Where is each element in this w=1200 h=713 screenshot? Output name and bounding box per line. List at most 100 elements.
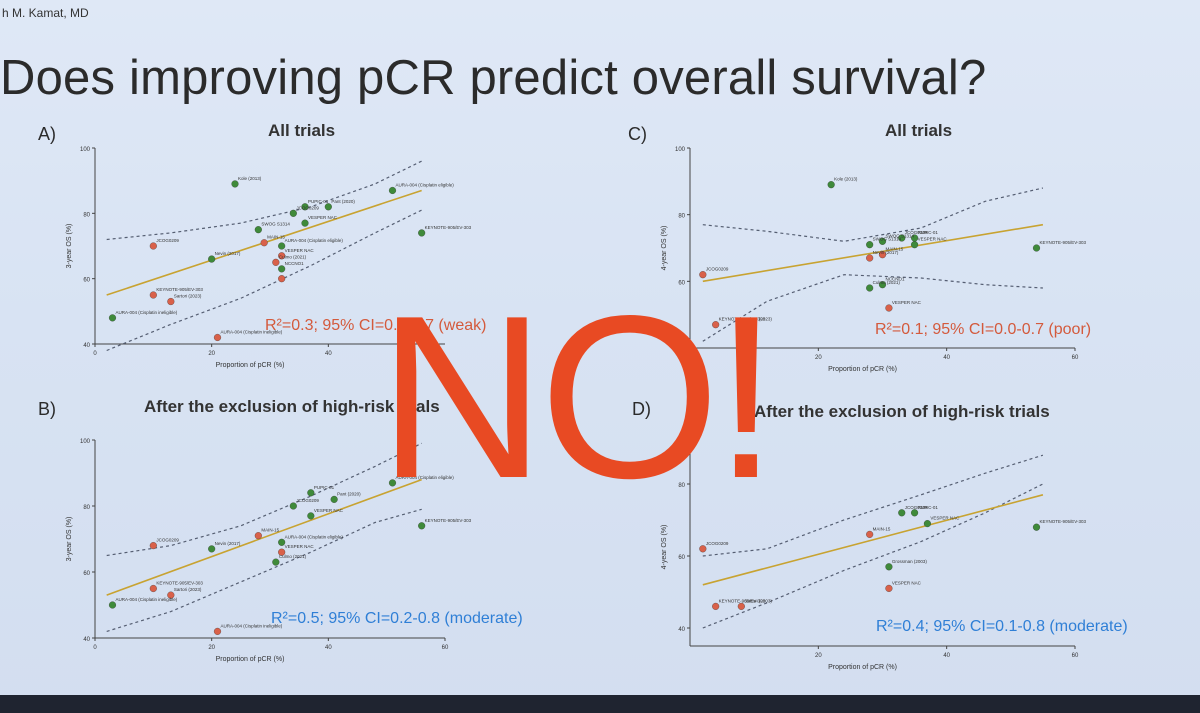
slide-author: h M. Kamat, MD: [2, 6, 89, 20]
regression-line: [106, 478, 422, 596]
y-tick-label: 60: [678, 280, 685, 286]
y-tick-label: 100: [80, 147, 91, 153]
data-point: [167, 591, 175, 599]
data-point-label: JCOG0209: [156, 238, 179, 243]
panel-a-letter: A): [38, 124, 56, 144]
data-point: [712, 602, 720, 610]
data-point-label: Nevin (2017): [215, 541, 241, 546]
data-point-label: KEYNOTE-905/EV-303: [1040, 519, 1087, 524]
data-point-label: AURA-004 (Cisplatin ineligible): [116, 310, 178, 315]
data-point: [213, 333, 222, 342]
data-point: [324, 203, 332, 211]
slide-title: Does improving pCR predict overall survi…: [0, 51, 987, 105]
y-tick-label: 60: [678, 555, 685, 561]
y-tick-label: 100: [80, 439, 91, 445]
data-point: [418, 522, 426, 530]
data-point: [866, 254, 874, 262]
x-tick-label: 40: [943, 653, 950, 659]
data-point-label: KEYNOTE-905/EV-303: [425, 518, 472, 523]
data-point-label: KEYNOTE-905/EV-303: [719, 598, 766, 603]
y-tick-label: 80: [83, 212, 90, 218]
data-point-label: Sartori (2003): [744, 598, 772, 603]
data-point: [418, 229, 426, 237]
data-point: [866, 284, 874, 292]
y-tick-label: 80: [678, 214, 685, 220]
data-point: [301, 203, 309, 211]
data-point-label: JCOG0209: [905, 230, 928, 235]
x-axis-label: Proportion of pCR (%): [828, 366, 897, 373]
data-point: [911, 509, 919, 517]
panel-d-stat: R²=0.4; 95% CI=0.1-0.8 (moderate): [876, 618, 1128, 635]
data-point-label: AURA-004 (Cisplatin eligible): [285, 534, 344, 539]
data-point-label: AURA-004 (Cisplatin ineligible): [221, 329, 283, 334]
data-point-label: AURA-004 (Cisplatin ineligible): [116, 597, 178, 602]
data-point: [213, 627, 222, 635]
data-point: [699, 271, 707, 279]
data-point-label: SWOG S1314: [886, 233, 915, 238]
data-point-label: Nevin (2017): [873, 250, 899, 255]
data-point: [330, 495, 338, 503]
data-point: [737, 602, 745, 610]
data-point: [208, 255, 216, 263]
ci-lower-line: [106, 209, 422, 352]
ci-upper-line: [106, 160, 422, 241]
data-point: [278, 252, 286, 260]
ci-lower-line: [702, 274, 1043, 342]
y-tick-label: 40: [83, 343, 90, 349]
ci-upper-line: [702, 454, 1044, 557]
data-point-label: JCOG0209: [296, 498, 319, 503]
data-point-label: VESPER NAC: [285, 544, 315, 549]
x-tick-label: 40: [943, 355, 950, 361]
data-point-label: SWOG S1314: [873, 237, 902, 242]
regression-line: [702, 223, 1044, 283]
data-point-label: PUPIC-01: [918, 230, 939, 235]
data-point: [254, 226, 262, 234]
data-point-label: KEYNOTE-905/EV-303: [1040, 240, 1087, 245]
data-point-label: VESPER NAC: [308, 215, 338, 220]
data-point-label: Sartori (2023): [174, 587, 202, 592]
data-point-label: VESPER NAC: [918, 237, 948, 242]
data-point: [885, 584, 893, 592]
data-point-label: SWOG S1314: [261, 222, 290, 227]
data-point-label: MAIN-15: [873, 526, 891, 531]
ci-lower-line: [106, 508, 422, 632]
panel-c-letter: C): [628, 124, 647, 144]
screen-bottom-bezel: [0, 695, 1200, 713]
data-point-label: Culmo (2021): [279, 554, 307, 559]
data-point: [149, 542, 157, 550]
data-point-label: KEYNOTE-905/EV-303: [156, 287, 203, 292]
data-point: [260, 239, 268, 247]
panel-b-heading: After the exclusion of high-risk trials: [144, 397, 440, 416]
data-point-label: NCCNO1: [886, 277, 905, 282]
panel-a-heading: All trials: [268, 121, 336, 140]
data-point: [301, 219, 309, 227]
x-tick-label: 40: [325, 351, 332, 357]
data-point-label: Kole (2013): [834, 177, 858, 182]
data-point-label: KEYNOTE-905/EV-303: [156, 581, 203, 586]
data-point: [108, 314, 117, 322]
data-point-label: AURA-004 (Cisplatin eligible): [396, 475, 455, 480]
data-point: [254, 532, 262, 540]
data-point-label: AURA-004 (Cisplatin eligible): [285, 238, 344, 243]
x-tick-label: 20: [208, 645, 215, 651]
data-point-label: Nevin (2017): [215, 251, 241, 256]
data-point-label: AURA-004 (Cisplatin ineligible): [221, 623, 283, 628]
data-point: [231, 180, 239, 188]
panel-d-chart: 80 60 40 20 40 60 Proportion of pCR (%) 4-year …: [661, 448, 1087, 671]
x-tick-label: 40: [325, 645, 332, 651]
data-point: [866, 241, 874, 249]
data-point-label: KEYNOTE-905/EV-303: [719, 317, 766, 322]
data-point: [272, 258, 280, 266]
data-point: [149, 291, 157, 299]
no-overlay-text: NO!: [378, 268, 778, 527]
panel-c-stat: R²=0.1; 95% CI=0.0-0.7 (poor): [875, 321, 1092, 338]
y-axis-label: 4-year OS (%): [661, 525, 668, 570]
data-point-label: JCOG0209: [706, 267, 729, 272]
data-point-label: VESPER NAC: [892, 580, 922, 585]
data-point-label: Sartori (2023): [744, 317, 772, 322]
data-point: [898, 234, 906, 242]
y-axis-label: 3-year OS (%): [66, 224, 73, 269]
panel-b-letter: B): [38, 399, 56, 419]
data-point: [885, 304, 893, 312]
data-point: [149, 242, 157, 250]
